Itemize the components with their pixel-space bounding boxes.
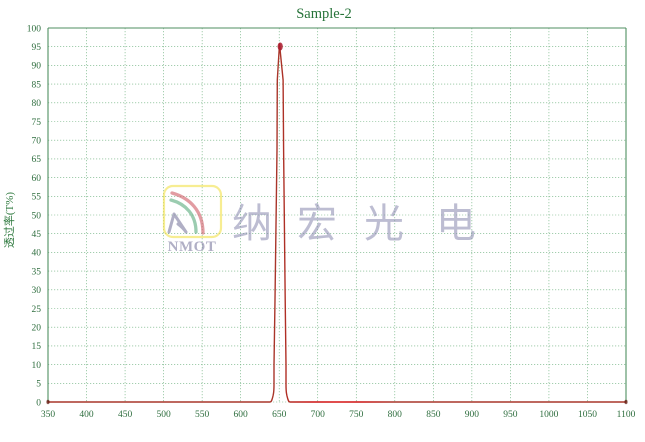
svg-text:400: 400 <box>79 410 94 420</box>
svg-text:650: 650 <box>272 410 287 420</box>
svg-text:850: 850 <box>426 410 441 420</box>
svg-text:电: 电 <box>436 202 476 246</box>
svg-text:40: 40 <box>32 249 42 259</box>
svg-text:600: 600 <box>234 410 249 420</box>
svg-text:500: 500 <box>156 410 171 420</box>
svg-text:10: 10 <box>32 361 42 371</box>
svg-text:750: 750 <box>349 410 364 420</box>
svg-text:25: 25 <box>32 305 42 315</box>
svg-text:50: 50 <box>32 211 42 221</box>
svg-text:5: 5 <box>36 380 41 390</box>
svg-text:65: 65 <box>32 155 42 165</box>
svg-text:0: 0 <box>36 398 41 408</box>
svg-text:20: 20 <box>32 324 42 334</box>
svg-text:Sample-2: Sample-2 <box>296 6 352 22</box>
svg-text:85: 85 <box>32 80 42 90</box>
svg-text:15: 15 <box>32 342 42 352</box>
svg-text:450: 450 <box>118 410 133 420</box>
svg-text:95: 95 <box>32 43 42 53</box>
svg-text:70: 70 <box>32 137 42 147</box>
svg-text:30: 30 <box>32 286 42 296</box>
svg-text:纳: 纳 <box>232 202 272 246</box>
svg-text:700: 700 <box>311 410 326 420</box>
svg-text:350: 350 <box>41 410 56 420</box>
svg-text:90: 90 <box>32 62 42 72</box>
svg-text:55: 55 <box>32 193 42 203</box>
svg-text:75: 75 <box>32 118 42 128</box>
svg-text:800: 800 <box>388 410 403 420</box>
svg-text:550: 550 <box>195 410 210 420</box>
svg-text:80: 80 <box>32 99 42 109</box>
svg-text:45: 45 <box>32 230 42 240</box>
svg-text:1050: 1050 <box>578 410 597 420</box>
svg-text:900: 900 <box>465 410 480 420</box>
svg-text:1100: 1100 <box>617 410 636 420</box>
svg-text:光: 光 <box>364 202 404 246</box>
svg-text:NMOT: NMOT <box>168 239 217 255</box>
svg-text:宏: 宏 <box>297 202 337 246</box>
svg-text:35: 35 <box>32 267 42 277</box>
svg-text:60: 60 <box>32 174 42 184</box>
svg-text:100: 100 <box>27 24 42 34</box>
svg-text:950: 950 <box>503 410 518 420</box>
svg-text:透过率(T%): 透过率(T%) <box>2 192 16 249</box>
svg-text:1000: 1000 <box>539 410 558 420</box>
